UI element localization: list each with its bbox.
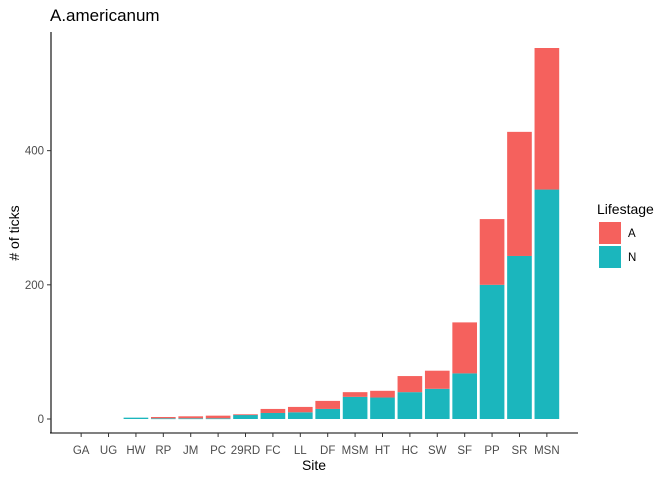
bar-pp-n <box>479 284 505 419</box>
x-tick-label: MSN <box>534 445 560 457</box>
x-tick-label: HT <box>375 445 390 457</box>
x-tick-label: FC <box>265 445 280 457</box>
x-tick-label: 29RD <box>231 445 260 457</box>
legend-items: AN <box>599 222 636 268</box>
bar-ht-n <box>370 397 395 419</box>
legend-key-n <box>599 246 621 268</box>
legend-label-a: A <box>628 228 636 240</box>
bar-df-n <box>315 408 341 419</box>
bar-pp-a <box>479 219 505 285</box>
y-tick-label: 400 <box>25 146 44 158</box>
bar-rp-a <box>150 416 176 419</box>
bar-sr-n <box>507 255 532 419</box>
bar-sr-a <box>507 131 532 256</box>
x-tick-label: GA <box>73 445 90 457</box>
y-ticks-layer: 0 200 400 <box>25 146 51 426</box>
x-tick-label: PC <box>210 445 226 457</box>
bar-sf-a <box>452 322 478 374</box>
x-tick-label: RP <box>155 445 171 457</box>
bar-fc-a <box>260 408 286 413</box>
x-tick-label: DF <box>320 445 335 457</box>
y-tick-label: 0 <box>38 414 44 426</box>
bar-sw-n <box>424 388 450 419</box>
bar-hw-n <box>123 417 149 419</box>
bar-msm-a <box>342 392 368 397</box>
bar-pc-a <box>205 415 231 419</box>
bar-sf-n <box>452 373 478 419</box>
y-tick-label: 200 <box>25 280 44 292</box>
legend: Lifestage AN <box>597 201 654 268</box>
bar-hc-a <box>397 376 423 393</box>
x-ticks-layer: GA UG HW RP JM PC 29RD FC LL DF MSM HT HC SW SF PP SR MSN <box>73 433 560 457</box>
bar-msm-n <box>342 396 368 419</box>
bar-ll-n <box>287 412 313 419</box>
bar-df-a <box>315 400 341 409</box>
bar-msn-a <box>534 48 560 190</box>
chart-title: A.americanum <box>50 6 160 25</box>
bar-29rd-a <box>233 414 258 416</box>
legend-label-n: N <box>628 252 636 264</box>
x-tick-label: LL <box>294 445 307 457</box>
x-tick-label: JM <box>183 445 198 457</box>
bar-fc-n <box>260 412 286 419</box>
bars-layer <box>123 48 560 420</box>
x-tick-label: SW <box>428 445 447 457</box>
bar-ll-a <box>287 406 313 413</box>
bar-29rd-n <box>233 414 258 419</box>
bar-jm-a <box>178 416 204 419</box>
x-tick-label: SF <box>457 445 472 457</box>
legend-key-a <box>599 222 621 244</box>
x-tick-label: SR <box>511 445 527 457</box>
bar-hc-n <box>397 392 423 419</box>
legend-title: Lifestage <box>597 201 654 217</box>
bar-pc-n <box>205 418 231 420</box>
x-axis-label: Site <box>302 457 326 473</box>
x-tick-label: MSM <box>342 445 369 457</box>
x-tick-label: UG <box>100 445 117 457</box>
x-tick-label: PP <box>484 445 500 457</box>
bar-msn-n <box>534 189 560 419</box>
bar-rp-n <box>150 418 176 420</box>
x-tick-label: HC <box>402 445 419 457</box>
y-axis-label: # of ticks <box>6 205 22 260</box>
bar-ht-a <box>370 390 395 398</box>
bar-jm-n <box>178 418 204 420</box>
bar-sw-a <box>424 370 450 389</box>
x-tick-label: HW <box>126 445 145 457</box>
